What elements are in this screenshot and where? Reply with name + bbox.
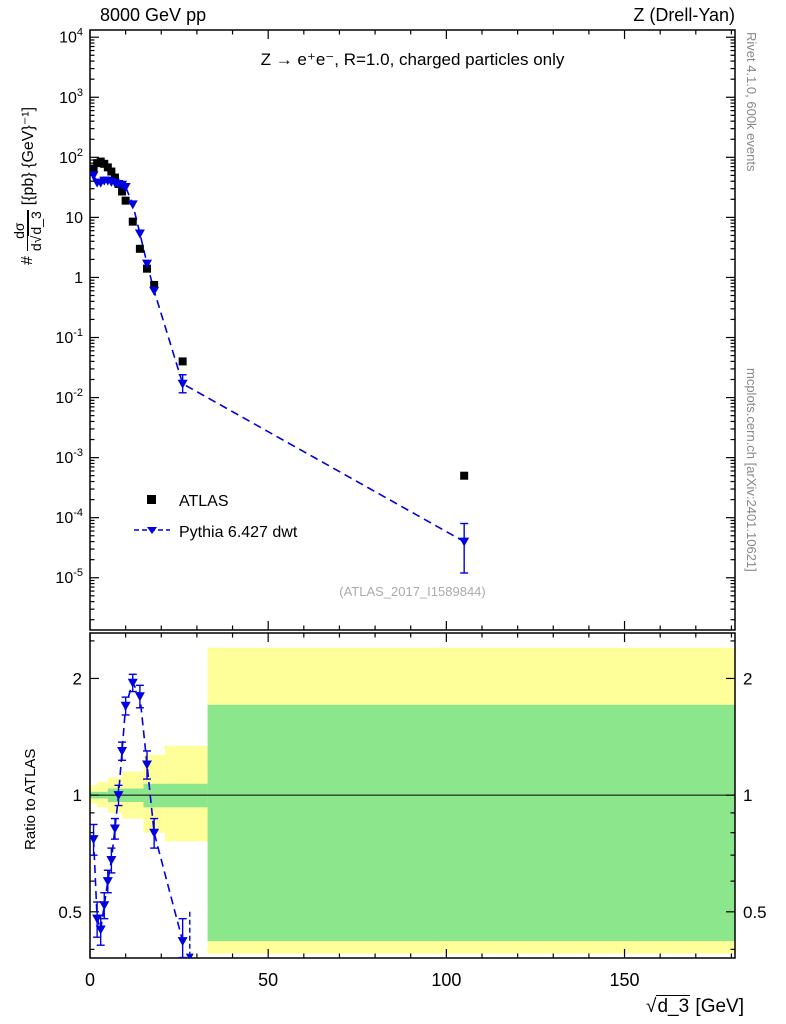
legend: ATLAS Pythia 6.427 dwt [133,488,297,546]
svg-text:50: 50 [258,970,278,990]
ylabel-numerator: dσ [11,222,27,239]
plot-title: Z → e⁺e⁻, R=1.0, charged particles only [260,50,565,69]
svg-text:1: 1 [73,786,82,805]
ylabel-units: [{pb} {GeV}⁻¹] [20,106,38,206]
ratio-y-axis-label: Ratio to ATLAS [22,748,39,850]
svg-text:1: 1 [74,270,83,287]
svg-text:150: 150 [610,970,640,990]
ylabel-prefix: # [19,256,37,265]
svg-text:100: 100 [431,970,461,990]
x-axis-label: √ d_3 [GeV] [646,995,744,1018]
header-beam-energy: 8000 GeV pp [100,5,207,25]
pythia-marker-icon [133,522,171,543]
legend-item-pythia: Pythia 6.427 dwt [133,519,297,546]
legend-item-atlas: ATLAS [133,488,297,515]
svg-text:10-4: 10-4 [55,507,83,527]
svg-text:0.5: 0.5 [58,903,82,922]
svg-text:104: 104 [59,27,83,47]
svg-text:10: 10 [65,210,83,227]
svg-text:2: 2 [73,669,82,688]
atlas-marker-icon [133,491,171,512]
analysis-watermark: (ATLAS_2017_I1589844) [339,584,486,599]
svg-text:1: 1 [743,786,752,805]
svg-text:102: 102 [59,147,83,167]
svg-text:10-5: 10-5 [55,567,83,587]
svg-text:103: 103 [59,87,83,107]
sqrt-sign: √ [646,996,657,1017]
svg-text:10-1: 10-1 [55,327,83,347]
ylabel-denominator: d√ d_3 [28,210,45,252]
legend-label-atlas: ATLAS [179,492,229,510]
x-variable: d_3 [656,995,691,1017]
header-process: Z (Drell-Yan) [633,5,735,25]
svg-text:10-2: 10-2 [55,387,83,407]
rivet-version-label: Rivet 4.1.0, 600k events [744,32,759,172]
svg-text:0: 0 [85,970,95,990]
x-units: [GeV] [690,996,744,1017]
svg-text:10-3: 10-3 [55,447,83,467]
legend-label-pythia: Pythia 6.427 dwt [179,523,298,541]
main-y-axis-label: # dσ d√ d_3 [{pb} {GeV}⁻¹] [11,106,45,265]
mcplots-reference-label: mcplots.cern.ch [arXiv:2401.10621] [744,368,759,572]
ylabel-fraction: dσ d√ d_3 [11,210,45,252]
svg-text:0.5: 0.5 [743,903,767,922]
svg-text:2: 2 [743,669,752,688]
